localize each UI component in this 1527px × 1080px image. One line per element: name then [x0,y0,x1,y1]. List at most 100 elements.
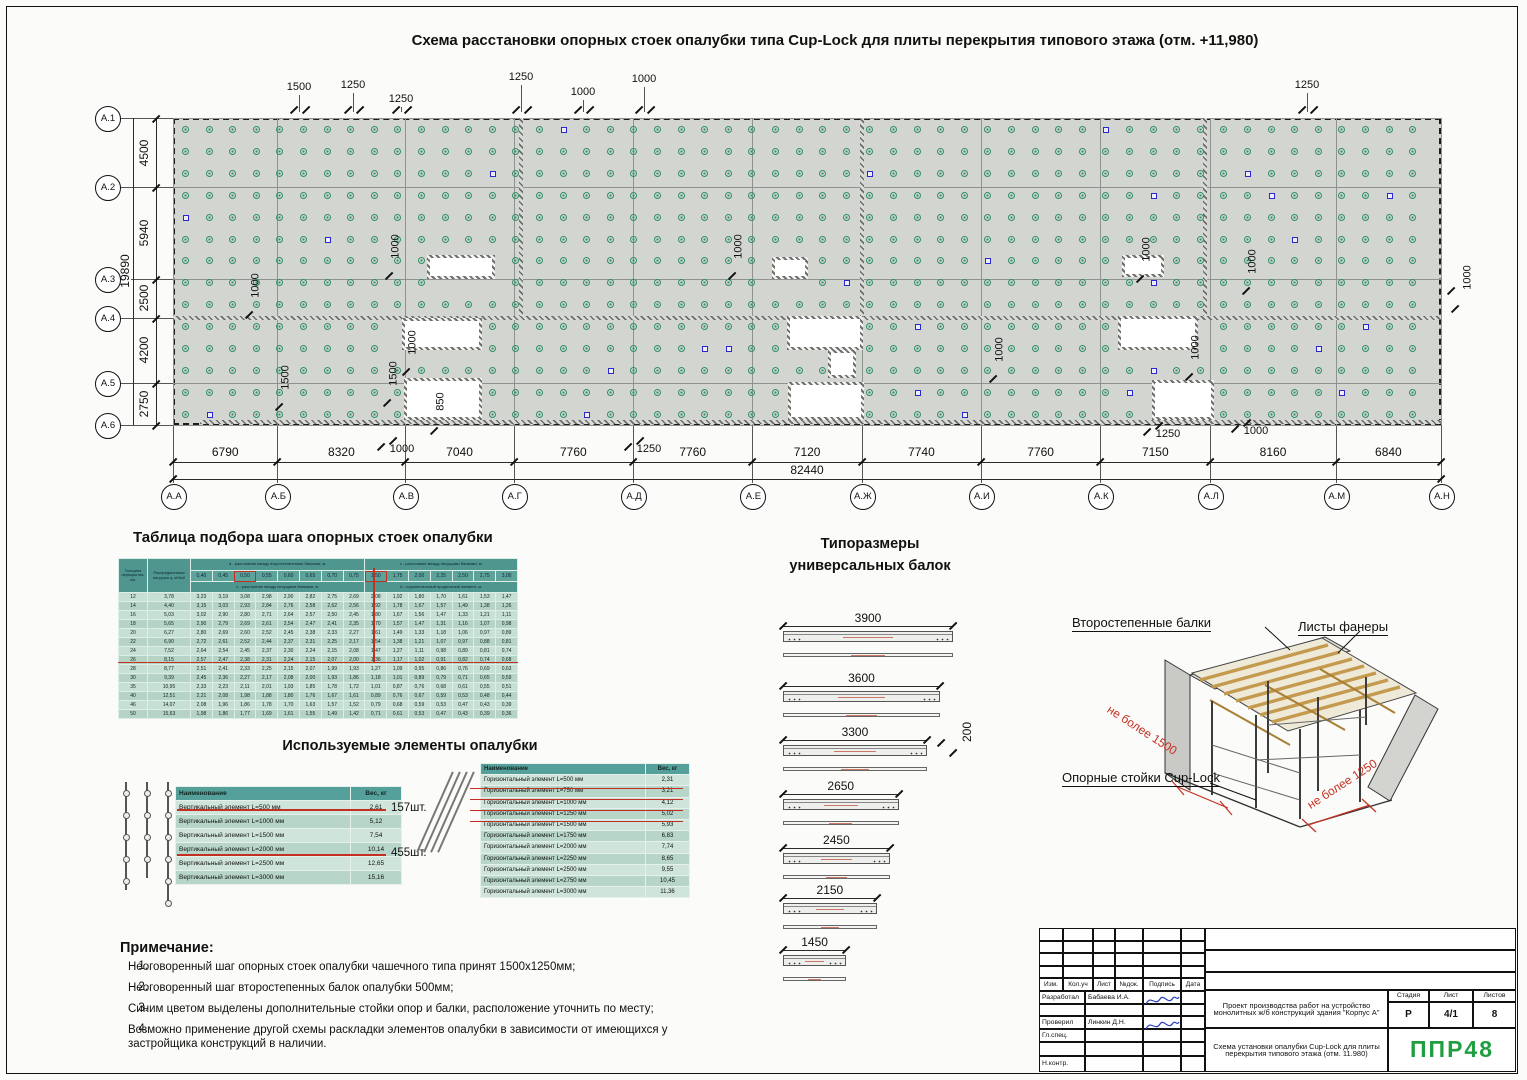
post-marker [347,213,355,221]
post-marker [300,169,307,177]
post-marker [1244,323,1251,331]
post-marker [748,366,756,374]
post-marker [866,301,874,309]
post-marker [323,388,331,396]
post-marker [465,235,473,243]
post-marker [1055,301,1063,309]
post-marker [1314,323,1322,331]
post-marker [583,257,591,265]
post-marker [1314,410,1322,418]
post-marker [347,345,355,352]
post-marker [1409,169,1417,177]
post-marker [630,279,638,287]
post-marker [1267,345,1275,352]
post-marker [229,388,237,396]
post-marker [1173,366,1181,374]
post-marker [866,410,874,418]
post-marker [1220,301,1228,309]
post-marker [1008,345,1015,352]
step-callout: 1250 [1155,428,1181,440]
extra-post-marker [985,258,992,265]
post-marker [1338,323,1346,331]
titleblock-cell [1039,953,1063,966]
post-marker [583,279,591,287]
extra-post-marker [914,389,921,396]
bolt-holes [787,806,801,809]
post-marker [1409,388,1417,396]
company-logo: ППР48 [1410,1036,1494,1063]
post-marker [1362,126,1369,133]
post-marker [394,169,402,177]
post-marker [1196,301,1204,309]
beam-marking [808,979,821,980]
post-marker [842,257,850,265]
extra-post-marker [1268,192,1275,199]
post-marker [1078,169,1086,177]
cup-node-glyph [123,834,130,841]
post-marker [1314,301,1322,309]
titleblock-cell [1181,928,1205,941]
post-marker [630,191,638,199]
post-marker [559,235,567,243]
post-marker [252,235,260,243]
post-marker [866,147,874,155]
post-marker [1385,279,1393,287]
post-marker [1385,257,1393,265]
post-marker [205,126,213,133]
post-marker [1078,213,1086,221]
post-marker [1362,279,1369,287]
post-marker [441,366,449,374]
note-text: Синим цветом выделены дополнительные сто… [128,1003,654,1015]
post-marker [960,169,968,177]
beam-flange-line [784,694,939,695]
post-marker [748,301,756,309]
post-marker [418,147,425,155]
post-marker [819,235,827,243]
post-marker [229,279,237,287]
post-marker [1102,169,1110,177]
post-marker [300,126,307,133]
post-marker [1196,169,1204,177]
post-marker [1149,147,1157,155]
column-axis-line [752,118,754,425]
post-marker [1220,147,1228,155]
span-dimension: 7760 [560,445,587,459]
post-marker [1409,213,1417,221]
post-marker [1362,366,1369,374]
post-marker [1244,388,1251,396]
post-marker [323,366,331,374]
post-marker [772,126,779,133]
post-marker [1291,147,1299,155]
axis-extension [119,187,173,189]
post-marker [465,126,473,133]
column-axis-line [1100,118,1102,425]
post-marker [252,388,260,396]
post-marker [866,213,874,221]
post-marker [724,191,732,199]
post-marker [606,345,614,352]
post-marker [795,301,803,309]
post-marker [772,323,779,331]
post-marker [182,126,189,133]
post-marker [1244,257,1251,265]
titleblock-cell [1181,1042,1205,1056]
cup-node-glyph [165,878,172,885]
post-marker [1008,323,1015,331]
beam-length-dimension: 2150 [816,883,844,897]
post-marker [512,169,520,177]
titleblock-cell [1181,1004,1205,1016]
post-marker [418,235,425,243]
post-marker [724,126,732,133]
element-count-label: 157шт. [391,802,427,814]
axis-bubble-А.В: А.В [393,484,420,510]
post-marker [654,147,661,155]
post-marker [748,191,756,199]
titleblock-cell [1085,1056,1143,1072]
post-marker [1173,279,1181,287]
post-marker [583,345,591,352]
titleblock-cell: №док. [1115,978,1143,991]
post-marker [347,366,355,374]
post-marker [724,410,732,418]
step-callout: 1000 [570,86,596,98]
